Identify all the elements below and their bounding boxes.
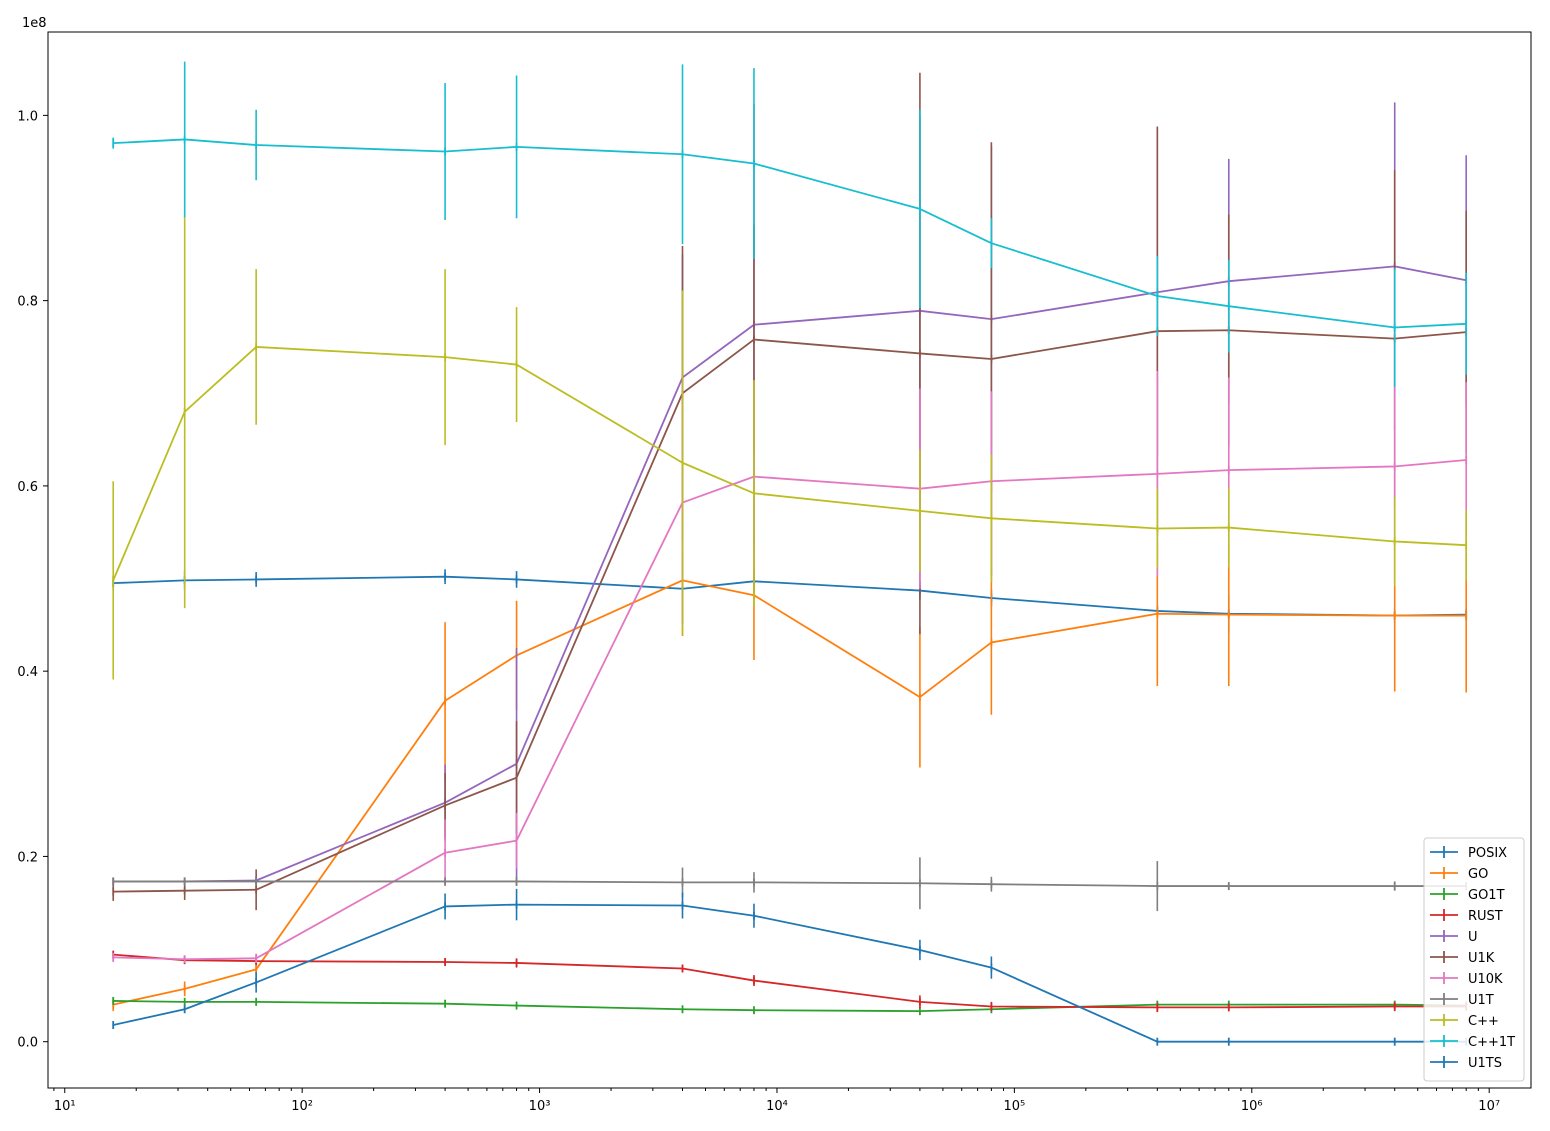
legend-item: U10K (1430, 972, 1503, 987)
x-tick-label: 10⁴ (766, 1099, 788, 1114)
legend-label: U1K (1468, 951, 1495, 966)
legend-item: POSIX (1430, 846, 1507, 861)
legend: POSIX GO GO1T RUST U U1K U10K U1T C++ C++1T U1TS (1423, 837, 1525, 1082)
legend-item: U1K (1430, 951, 1495, 966)
legend-label: U1T (1468, 993, 1494, 1008)
legend-label: U10K (1468, 972, 1503, 987)
legend-label: U1TS (1468, 1056, 1502, 1071)
y-tick-label: 0.4 (17, 665, 38, 680)
x-tick-label: 10¹ (54, 1099, 76, 1114)
plot-frame (47, 31, 1532, 1089)
y-tick-label: 0.8 (17, 295, 38, 310)
legend-label: POSIX (1468, 846, 1507, 861)
legend-label: C++ (1468, 1014, 1499, 1029)
y-tick-label: 0.6 (17, 480, 38, 495)
plot-content (112, 61, 1468, 1046)
legend-item: U (1430, 930, 1478, 945)
legend-label: GO1T (1468, 888, 1505, 903)
legend-item: C++ (1430, 1014, 1499, 1029)
plot-area-background (48, 32, 1531, 1088)
y-tick-label: 1.0 (17, 109, 38, 124)
y-tick-label: 0.0 (17, 1036, 38, 1051)
legend-label: GO (1468, 867, 1488, 882)
series-8 (112, 215, 1468, 680)
legend-item: C++1T (1430, 1035, 1515, 1050)
x-tick-label: 10² (291, 1099, 313, 1114)
x-tick-label: 10⁵ (1003, 1099, 1025, 1114)
y-tick-label: 0.2 (17, 850, 38, 865)
y-offset-label: 1e8 (22, 16, 47, 31)
legend-item: U1T (1430, 993, 1494, 1008)
legend-item: GO (1430, 867, 1488, 882)
x-tick-label: 10⁷ (1478, 1099, 1500, 1114)
legend-item: GO1T (1430, 888, 1505, 903)
series-9 (112, 61, 1468, 387)
legend-item: U1TS (1430, 1056, 1502, 1071)
x-tick-label: 10³ (529, 1099, 551, 1114)
legend-label: U (1468, 930, 1478, 945)
x-tick-label: 10⁶ (1241, 1099, 1263, 1114)
legend-item: RUST (1430, 909, 1503, 924)
legend-label: RUST (1468, 909, 1503, 924)
axes: 10¹ 10² 10³ 10⁴ 10⁵ 10⁶ 10⁷ 0.0 0.2 0.4 0.6 0.8 1.0 (17, 109, 1500, 1114)
legend-label: C++1T (1468, 1035, 1515, 1050)
